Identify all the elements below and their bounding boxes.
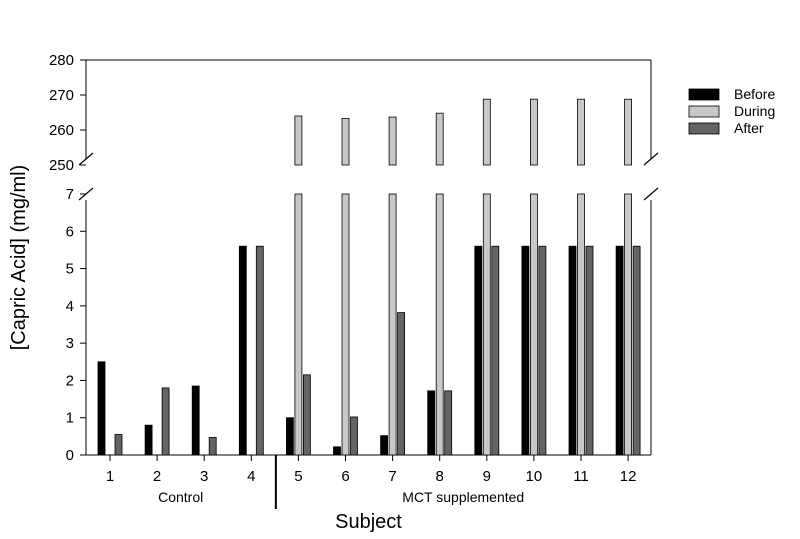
x-tick-label: 8: [436, 468, 444, 485]
x-tick-label: 3: [200, 468, 208, 485]
axis-break-right-top: [643, 152, 659, 166]
x-tick-label: 9: [483, 468, 491, 485]
x-tick-label: 6: [341, 468, 349, 485]
y-tick-label: 5: [66, 261, 74, 278]
group-label-control: Control: [158, 489, 203, 505]
x-tick-label: 10: [526, 468, 543, 485]
bar-during-subject-7-lower: [388, 193, 397, 456]
bar-during-subject-12-lower: [624, 193, 632, 456]
bar-during-subject-10-lower: [530, 193, 538, 456]
legend-swatch-after: [688, 122, 720, 135]
axis-break-right-bottom: [643, 187, 659, 201]
bar-before-subject-4: [238, 245, 247, 456]
bar-before-subject-6: [333, 446, 341, 456]
bar-after-subject-3: [208, 437, 217, 456]
x-axis-title: Subject: [335, 511, 402, 533]
bar-after-subject-1: [114, 434, 123, 456]
bar-after-subject-9: [491, 245, 500, 456]
bar-before-subject-1: [97, 361, 106, 456]
bar-during-subject-5-lower: [294, 193, 303, 456]
bar-after-subject-2: [161, 387, 170, 456]
x-tick-label: 7: [388, 468, 396, 485]
bar-during-subject-8-upper: [435, 112, 444, 166]
y-axis-title: [Capric Acid] (mg/ml): [8, 165, 30, 351]
y-tick-label: 270: [49, 87, 74, 104]
bar-after-subject-10: [538, 245, 547, 456]
legend-label-during: During: [734, 103, 775, 119]
bar-during-subject-5-upper: [294, 115, 303, 166]
legend-label-after: After: [734, 120, 764, 136]
bar-before-subject-7: [380, 435, 389, 456]
bar-before-subject-9: [474, 245, 483, 456]
legend-label-before: Before: [734, 86, 775, 102]
bar-after-subject-11: [585, 245, 594, 456]
y-tick-label: 7: [66, 186, 74, 203]
bar-during-subject-9-upper: [482, 98, 491, 166]
bar-before-subject-8: [427, 390, 436, 456]
bar-after-subject-7: [397, 312, 406, 456]
x-tick-label: 11: [573, 468, 589, 485]
y-tick-label: 250: [49, 157, 74, 174]
bar-after-subject-12: [632, 245, 641, 456]
x-tick-label: 5: [294, 468, 302, 485]
bar-series-group: [97, 98, 641, 456]
axis-break-left-bottom: [78, 187, 94, 201]
bar-after-subject-4: [255, 245, 264, 456]
bar-during-subject-10-upper: [530, 98, 538, 166]
bar-during-subject-7-upper: [388, 116, 397, 166]
y-tick-label: 2: [66, 372, 74, 389]
y-tick-label: 1: [66, 410, 74, 427]
axis-break-marks: [78, 152, 659, 201]
bar-before-subject-11: [568, 245, 577, 456]
x-tick-label: 2: [153, 468, 161, 485]
bar-after-subject-6: [350, 416, 358, 456]
bar-during-subject-6-upper: [341, 118, 350, 166]
legend-swatch-before: [688, 88, 720, 101]
y-tick-label: 4: [66, 298, 74, 315]
bar-before-subject-12: [615, 245, 624, 456]
x-tick-label: 12: [620, 468, 637, 485]
bar-after-subject-5: [302, 374, 311, 456]
bar-before-subject-5: [285, 417, 294, 456]
y-tick-label: 6: [66, 223, 74, 240]
bar-during-subject-11-lower: [577, 193, 585, 456]
bar-during-subject-12-upper: [624, 98, 632, 166]
legend-swatch-during: [688, 105, 720, 118]
x-tick-label: 4: [247, 468, 255, 485]
group-label-mct-supplemented: MCT supplemented: [402, 489, 524, 505]
bar-during-subject-11-upper: [577, 98, 585, 166]
y-tick-label: 3: [66, 335, 74, 352]
bar-during-subject-8-lower: [435, 193, 444, 456]
bar-before-subject-10: [521, 245, 530, 456]
bar-during-subject-9-lower: [482, 193, 491, 456]
subject-group-labels: Control MCT supplemented: [158, 489, 524, 505]
bar-during-subject-6-lower: [341, 193, 350, 456]
plot-frame: [85, 59, 652, 456]
y-tick-label: 280: [49, 52, 74, 69]
bar-after-subject-8: [444, 390, 453, 456]
y-tick-label: 0: [66, 447, 74, 464]
x-tick-label: 1: [106, 468, 114, 485]
y-tick-label: 260: [49, 122, 74, 139]
bar-before-subject-3: [191, 385, 200, 456]
axis-break-left-top: [78, 152, 94, 166]
bar-before-subject-2: [144, 424, 153, 456]
